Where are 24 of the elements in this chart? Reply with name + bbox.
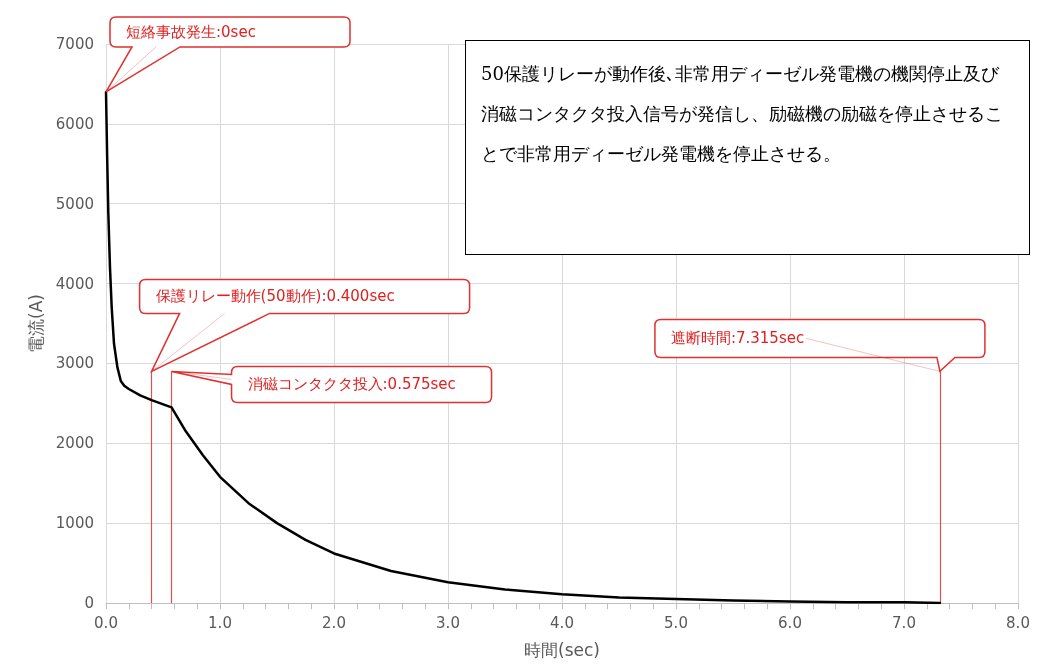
x-tick-label: 4.0 (550, 613, 574, 632)
y-tick-label: 3000 (55, 354, 94, 373)
x-tick-label: 3.0 (436, 613, 460, 632)
x-axis-title: 時間(sec) (524, 639, 600, 660)
annotation: 短絡事故発生:0sec (126, 22, 256, 41)
y-tick-label: 2000 (55, 434, 94, 453)
annotation: 遮断時間:7.315sec (670, 329, 805, 348)
y-tick-label: 6000 (55, 114, 94, 133)
x-tick-label: 0.0 (94, 613, 118, 632)
y-tick-label: 4000 (55, 274, 94, 293)
x-tick-label: 1.0 (208, 613, 232, 632)
y-tick-label: 1000 (55, 514, 94, 533)
x-tick-label: 7.0 (892, 613, 916, 632)
y-tick-label: 7000 (55, 35, 94, 53)
x-tick-label: 8.0 (1006, 613, 1030, 632)
annotation: 保護リレー動作(50動作):0.400sec (155, 287, 395, 306)
y-tick-label: 5000 (55, 194, 94, 213)
annotation: 消磁コンタクタ投入:0.575sec (247, 375, 456, 394)
annotation: 50保護リレーが動作後､非常用ディーゼル発電機の機関停止及び消磁コンタクタ投入信号が発信し、励磁機の励磁を停止させることで非常用ディーゼル発電機を停止させる。 (481, 62, 1004, 166)
y-axis-title: 電流(A) (26, 294, 47, 353)
x-tick-label: 6.0 (778, 613, 802, 632)
x-tick-label: 5.0 (664, 613, 688, 632)
y-tick-label: 0 (84, 594, 94, 612)
x-tick-label: 2.0 (322, 613, 346, 632)
